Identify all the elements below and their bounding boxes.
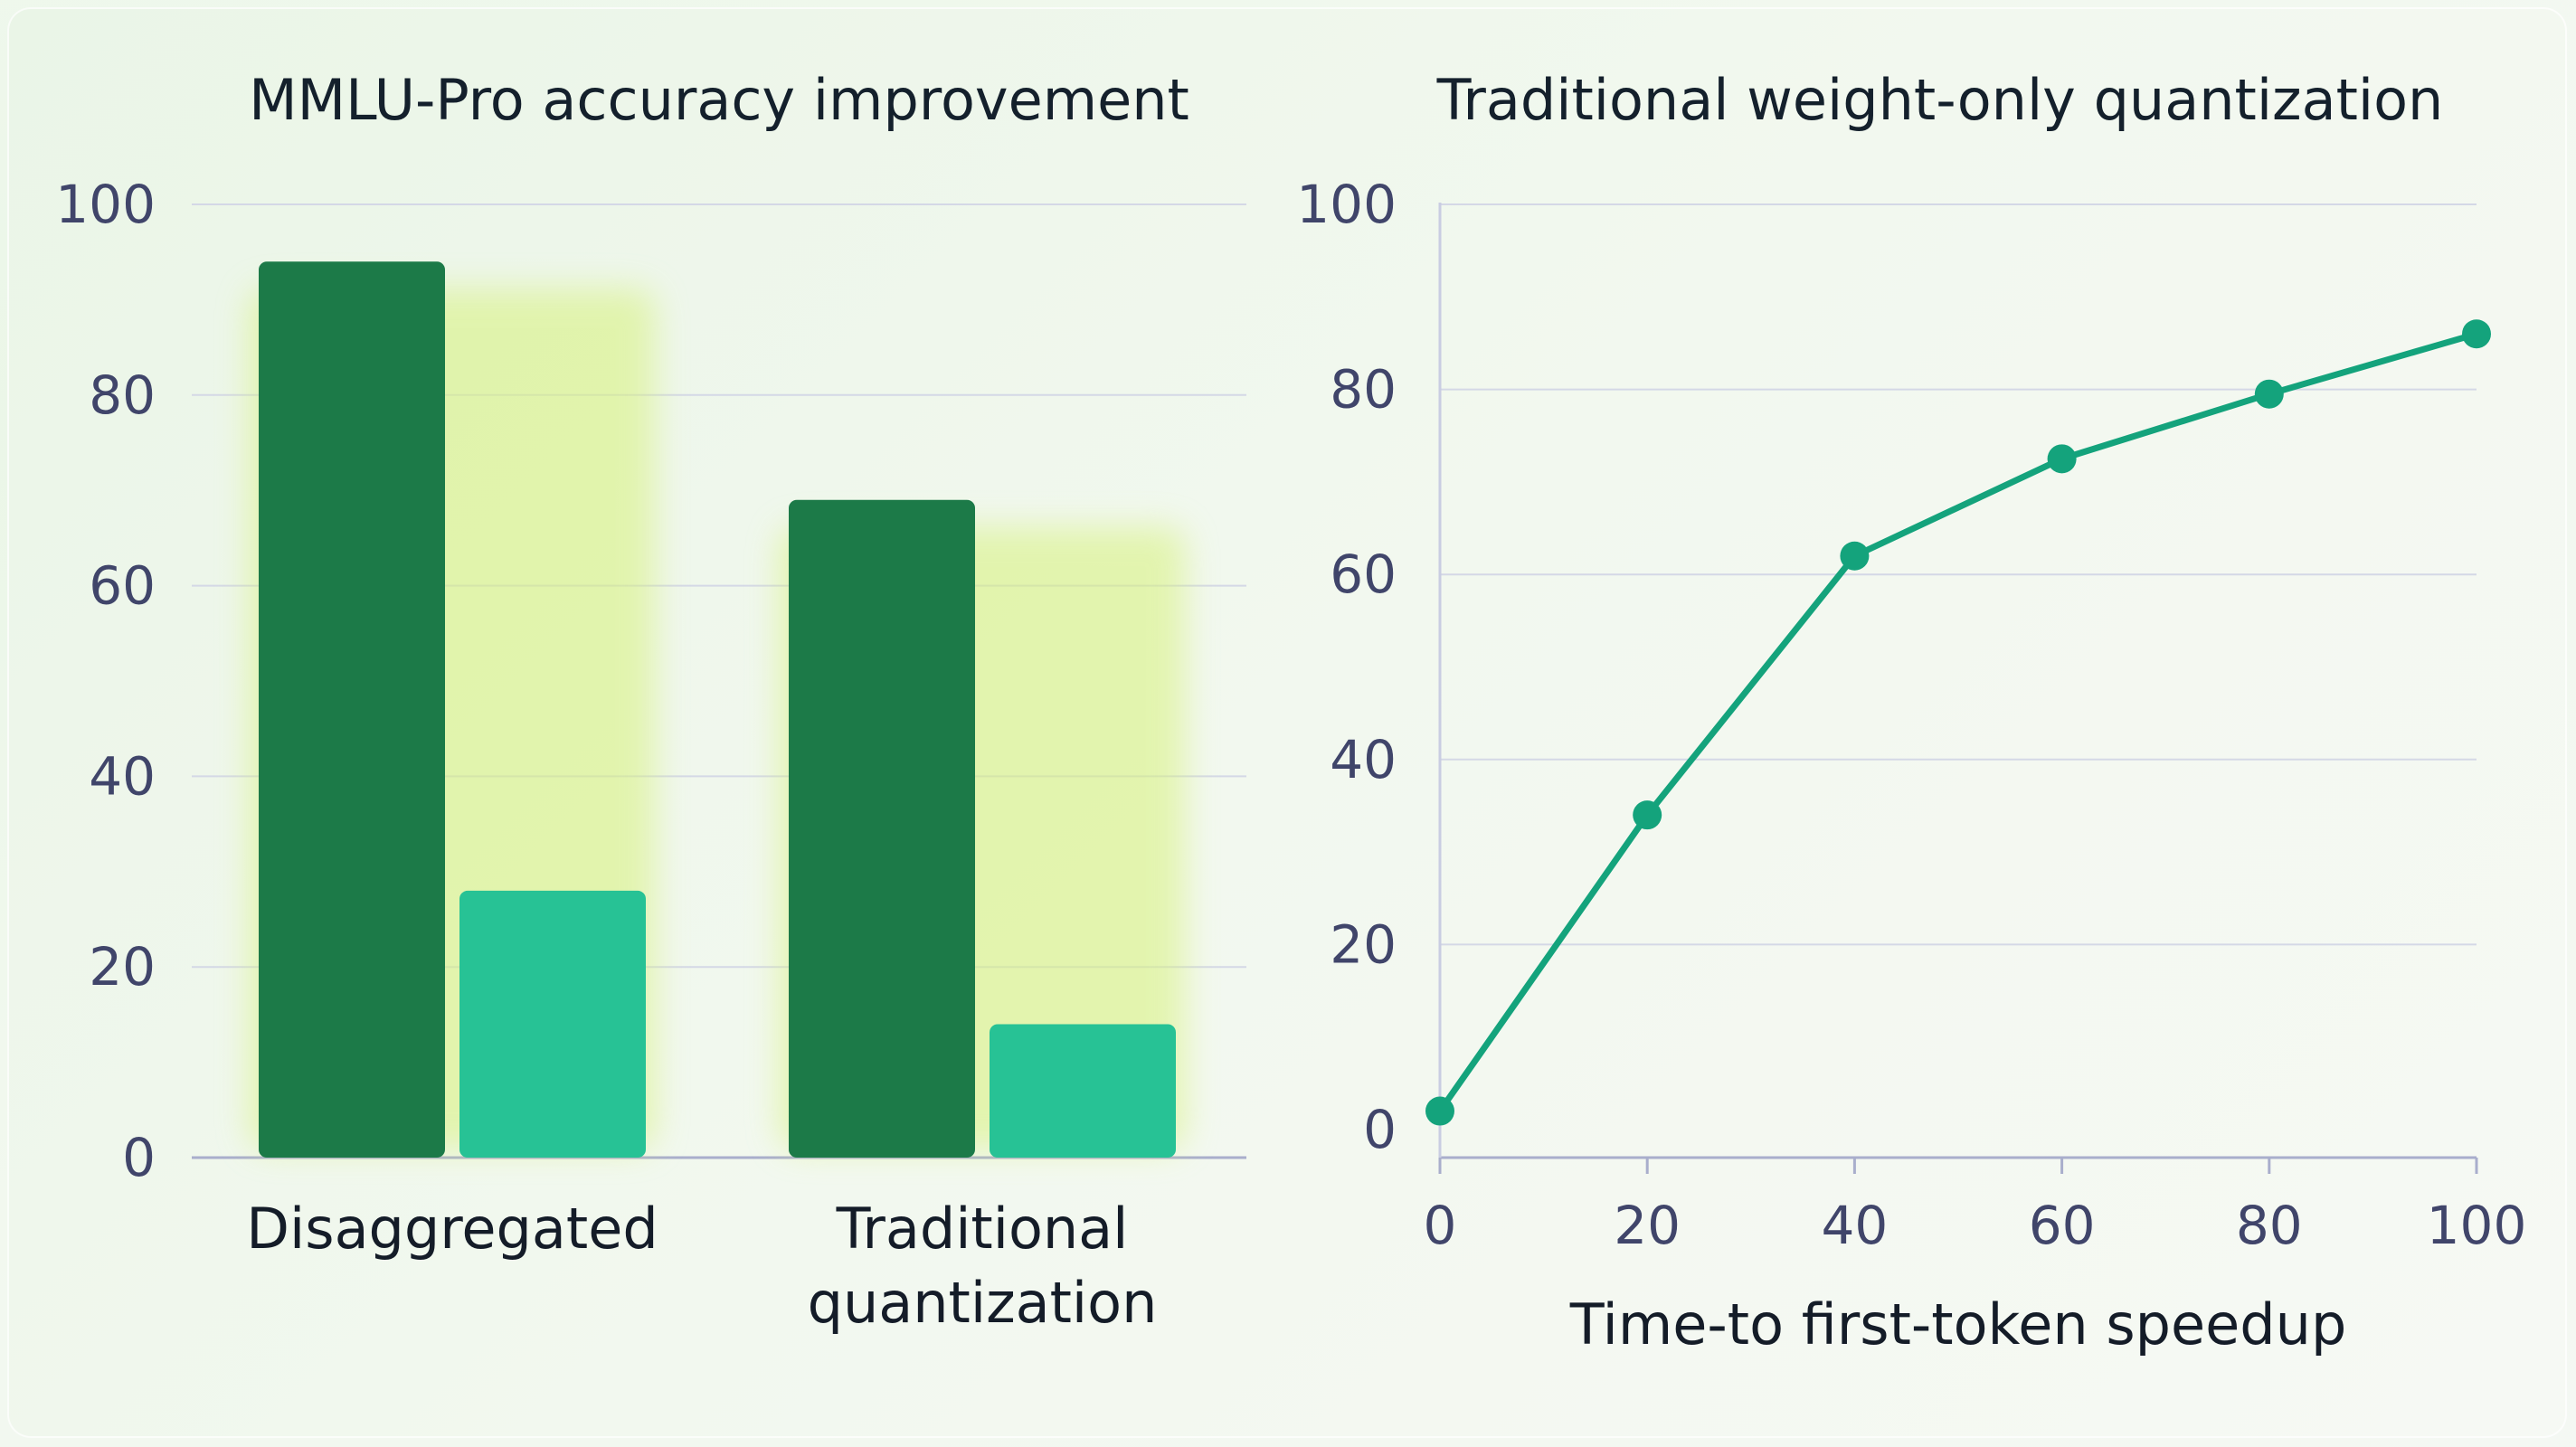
line-chart-x-tick: 0: [1424, 1195, 1457, 1256]
line-series-path: [1436, 330, 2480, 1115]
line-data-point: [1840, 541, 1870, 571]
bar-chart-y-tick: 0: [122, 1127, 156, 1188]
bar-chart-bars: [259, 261, 1176, 1158]
line-data-point: [2047, 444, 2077, 474]
line-chart-x-axis-label: Time-to first-token speedup: [1569, 1291, 2347, 1357]
line-data-point: [2254, 379, 2284, 409]
bar: [990, 1024, 1176, 1158]
line-chart-y-tick: 100: [1296, 174, 1397, 235]
bar-chart-y-tick-labels: 0 20 40 60 80 100: [55, 174, 156, 1188]
bar-chart: MMLU-Pro accuracy improvement 0 20 40 60 80 1…: [55, 67, 1246, 1336]
bar-chart-category-labels: Disaggregated Traditional quantization: [246, 1196, 1157, 1336]
line-chart-gridlines: [1440, 203, 2477, 1159]
line-data-point: [1425, 1096, 1454, 1126]
bar-chart-category-label: quantization: [808, 1270, 1158, 1336]
line-chart-series: [1425, 319, 2491, 1126]
line-chart-y-tick: 0: [1363, 1099, 1397, 1160]
line-chart-x-tick: 20: [1614, 1195, 1681, 1256]
line-chart: Traditional weight-only quantization 0 20…: [1296, 67, 2526, 1357]
bar-chart-y-tick: 40: [89, 745, 156, 807]
line-chart-y-tick: 40: [1330, 729, 1397, 790]
line-chart-x-tick: 40: [1821, 1195, 1888, 1256]
bar: [259, 261, 445, 1158]
line-data-point: [1633, 800, 1662, 830]
line-chart-title: Traditional weight-only quantization: [1436, 67, 2444, 133]
bar-chart-y-tick: 60: [89, 555, 156, 617]
bar-chart-y-tick: 20: [89, 936, 156, 998]
bar: [789, 499, 975, 1158]
line-chart-x-tick: 60: [2029, 1195, 2096, 1256]
line-chart-y-tick: 80: [1330, 359, 1397, 421]
line-data-point: [2462, 319, 2491, 349]
bar-chart-category-label: Traditional: [836, 1196, 1129, 1262]
bar-chart-y-tick: 100: [55, 174, 156, 235]
bar-chart-category-label: Disaggregated: [246, 1196, 658, 1262]
line-chart-x-tick-labels: 0 20 40 60 80 100: [1424, 1158, 2527, 1256]
line-chart-y-tick-labels: 0 20 40 60 80 100: [1296, 174, 1397, 1160]
line-chart-x-tick: 100: [2427, 1195, 2527, 1256]
bar-chart-title: MMLU-Pro accuracy improvement: [249, 67, 1189, 133]
bar-chart-y-tick: 80: [89, 364, 156, 426]
line-chart-x-tick: 80: [2236, 1195, 2303, 1256]
line-chart-y-tick: 60: [1330, 544, 1397, 605]
bar: [459, 890, 646, 1158]
line-chart-y-tick: 20: [1330, 913, 1397, 975]
